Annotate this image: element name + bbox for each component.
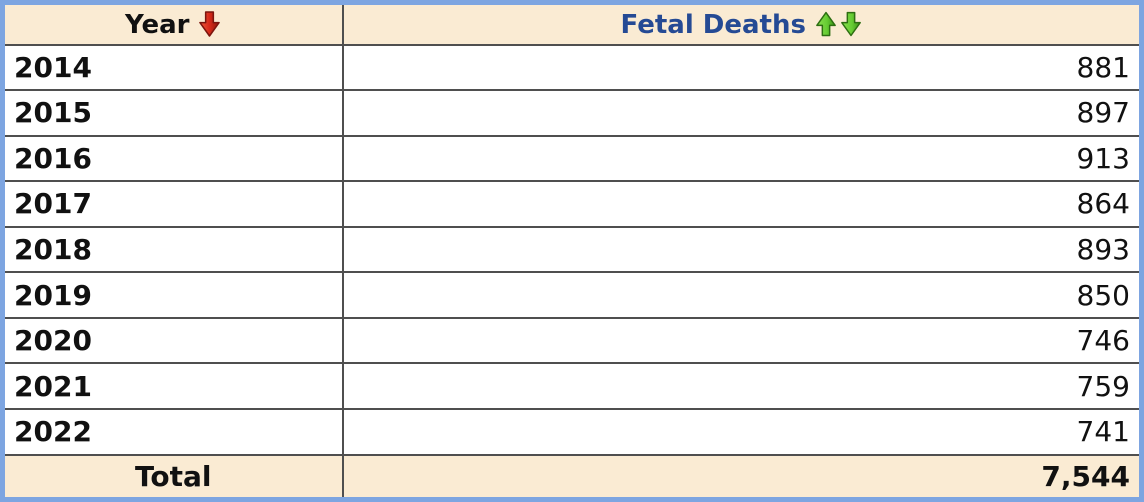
- header-row: Year: [1, 1, 1143, 46]
- value-cell: 746: [341, 316, 1143, 365]
- sort-descending-red-arrow-icon[interactable]: [198, 10, 221, 39]
- table-row: 2018 893: [1, 225, 1143, 274]
- year-cell: 2014: [1, 43, 344, 92]
- year-cell: 2018: [1, 225, 344, 274]
- value-cell: 850: [341, 271, 1143, 319]
- value-cell: 897: [341, 89, 1143, 137]
- value-cell: 741: [341, 407, 1143, 456]
- sort-descending-green-arrow-icon[interactable]: [840, 10, 862, 39]
- table-row: 2015 897: [1, 89, 1143, 137]
- table-row: 2017 864: [1, 180, 1143, 228]
- year-cell: 2015: [1, 89, 344, 137]
- value-cell: 881: [341, 43, 1143, 92]
- value-cell: 864: [341, 180, 1143, 228]
- total-row: Total 7,544: [1, 453, 1143, 501]
- value-cell: 759: [341, 362, 1143, 410]
- value-cell: 913: [341, 134, 1143, 183]
- table-row: 2021 759: [1, 362, 1143, 410]
- table-row: 2020 746: [1, 316, 1143, 365]
- total-label: Total: [1, 453, 344, 501]
- column-header-fetal-deaths[interactable]: Fetal Deaths: [341, 1, 1143, 46]
- year-cell: 2017: [1, 180, 344, 228]
- year-cell: 2021: [1, 362, 344, 410]
- value-cell: 893: [341, 225, 1143, 274]
- table-row: 2016 913: [1, 134, 1143, 183]
- year-cell: 2019: [1, 271, 344, 319]
- year-header-label: Year: [125, 9, 190, 40]
- table-row: 2014 881: [1, 43, 1143, 92]
- year-cell: 2016: [1, 134, 344, 183]
- sort-ascending-green-arrow-icon[interactable]: [815, 10, 837, 39]
- column-header-year[interactable]: Year: [1, 1, 344, 46]
- fetal-deaths-header-label: Fetal Deaths: [620, 9, 806, 40]
- total-value: 7,544: [341, 453, 1143, 501]
- table-row: 2019 850: [1, 271, 1143, 319]
- table-row: 2022 741: [1, 407, 1143, 456]
- year-cell: 2022: [1, 407, 344, 456]
- sort-icons-group: [815, 10, 862, 39]
- year-cell: 2020: [1, 316, 344, 365]
